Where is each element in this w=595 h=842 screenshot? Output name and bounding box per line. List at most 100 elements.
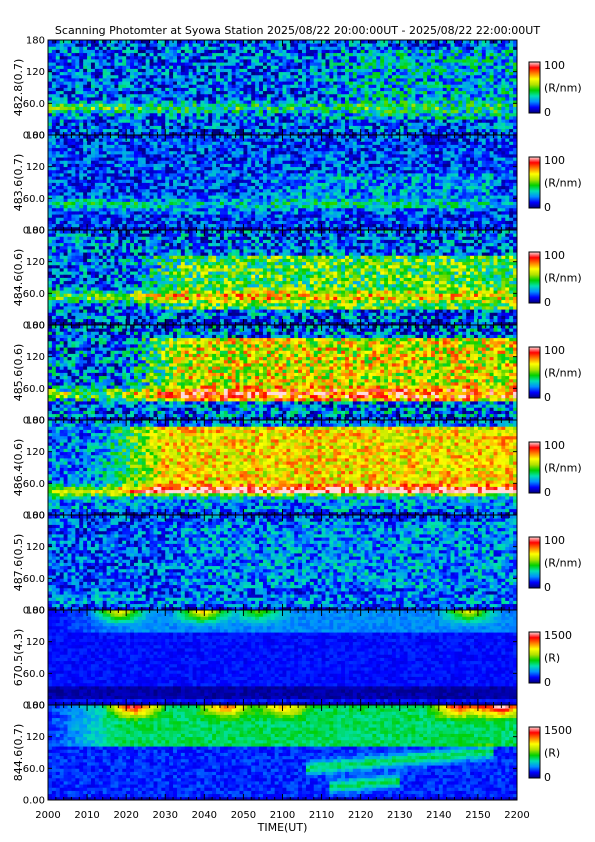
heatmap-cell (75, 46, 79, 50)
heatmap-cell (52, 46, 56, 50)
heatmap-cell (380, 103, 384, 107)
heatmap-cell (368, 43, 372, 47)
heatmap-cell (204, 148, 208, 152)
heatmap-cell (48, 65, 52, 69)
heatmap-cell (290, 59, 294, 63)
heatmap-cell (146, 103, 150, 107)
heatmap-cell (122, 173, 126, 177)
heatmap-cell (68, 46, 72, 50)
heatmap-cell (87, 217, 91, 221)
heatmap-cell (376, 72, 380, 76)
heatmap-cell (114, 138, 118, 142)
heatmap-cell (259, 129, 263, 133)
heatmap-cell (83, 205, 87, 209)
heatmap-cell (345, 97, 349, 101)
heatmap-cell (458, 65, 462, 69)
heatmap-cell (243, 88, 247, 92)
heatmap-cell (415, 110, 419, 114)
heatmap-cell (118, 160, 122, 164)
heatmap-cell (490, 56, 494, 60)
heatmap-cell (388, 126, 392, 130)
heatmap-cell (122, 100, 126, 104)
heatmap-cell (68, 53, 72, 57)
heatmap-cell (439, 59, 443, 63)
heatmap-cell (490, 78, 494, 82)
heatmap-cell (365, 103, 369, 107)
heatmap-cell (181, 116, 185, 120)
heatmap-cell (91, 113, 95, 117)
heatmap-cell (361, 72, 365, 76)
heatmap-cell (302, 97, 306, 101)
heatmap-cell (396, 110, 400, 114)
heatmap-cell (142, 103, 146, 107)
heatmap-cell (361, 53, 365, 57)
heatmap-cell (279, 97, 283, 101)
heatmap-cell (154, 173, 158, 177)
heatmap-cell (48, 122, 52, 126)
heatmap-cell (220, 97, 224, 101)
heatmap-cell (271, 56, 275, 60)
heatmap-cell (497, 129, 501, 133)
heatmap-cell (501, 113, 505, 117)
heatmap-cell (259, 103, 263, 107)
heatmap-cell (357, 50, 361, 54)
heatmap-cell (181, 129, 185, 133)
heatmap-cell (333, 88, 337, 92)
heatmap-cell (314, 72, 318, 76)
heatmap-cell (310, 72, 314, 76)
heatmap-cell (275, 78, 279, 82)
heatmap-cell (372, 69, 376, 73)
heatmap-cell (497, 75, 501, 79)
heatmap-cell (208, 183, 212, 187)
heatmap-cell (71, 126, 75, 130)
heatmap-cell (189, 75, 193, 79)
heatmap-cell (68, 126, 72, 130)
heatmap-cell (451, 107, 455, 111)
heatmap-cell (357, 62, 361, 66)
heatmap-cell (52, 176, 56, 180)
heatmap-cell (271, 46, 275, 50)
heatmap-cell (290, 113, 294, 117)
heatmap-cell (439, 81, 443, 85)
heatmap-cell (365, 116, 369, 120)
heatmap-cell (165, 84, 169, 88)
heatmap-cell (298, 103, 302, 107)
heatmap-cell (302, 116, 306, 120)
heatmap-cell (271, 69, 275, 73)
heatmap-cell (189, 43, 193, 47)
heatmap-cell (52, 43, 56, 47)
heatmap-cell (212, 84, 216, 88)
heatmap-cell (501, 81, 505, 85)
heatmap-cell (325, 69, 329, 73)
heatmap-cell (490, 126, 494, 130)
heatmap-cell (306, 107, 310, 111)
heatmap-cell (247, 81, 251, 85)
heatmap-cell (247, 88, 251, 92)
heatmap-cell (396, 100, 400, 104)
heatmap-cell (325, 65, 329, 69)
heatmap-cell (228, 53, 232, 57)
heatmap-cell (114, 94, 118, 98)
heatmap-cell (251, 56, 255, 60)
heatmap-cell (474, 119, 478, 123)
heatmap-cell (71, 100, 75, 104)
heatmap-cell (267, 40, 271, 44)
heatmap-cell (408, 97, 412, 101)
heatmap-cell (283, 91, 287, 95)
heatmap-cell (302, 62, 306, 66)
heatmap-cell (232, 46, 236, 50)
heatmap-cell (87, 56, 91, 60)
heatmap-cell (368, 81, 372, 85)
heatmap-cell (263, 129, 267, 133)
heatmap-cell (435, 94, 439, 98)
heatmap-cell (454, 88, 458, 92)
heatmap-cell (200, 50, 204, 54)
heatmap-cell (165, 56, 169, 60)
heatmap-cell (103, 189, 107, 193)
heatmap-cell (224, 78, 228, 82)
heatmap-cell (384, 88, 388, 92)
heatmap-cell (494, 46, 498, 50)
heatmap-cell (189, 164, 193, 168)
heatmap-cell (357, 100, 361, 104)
heatmap-cell (279, 103, 283, 107)
